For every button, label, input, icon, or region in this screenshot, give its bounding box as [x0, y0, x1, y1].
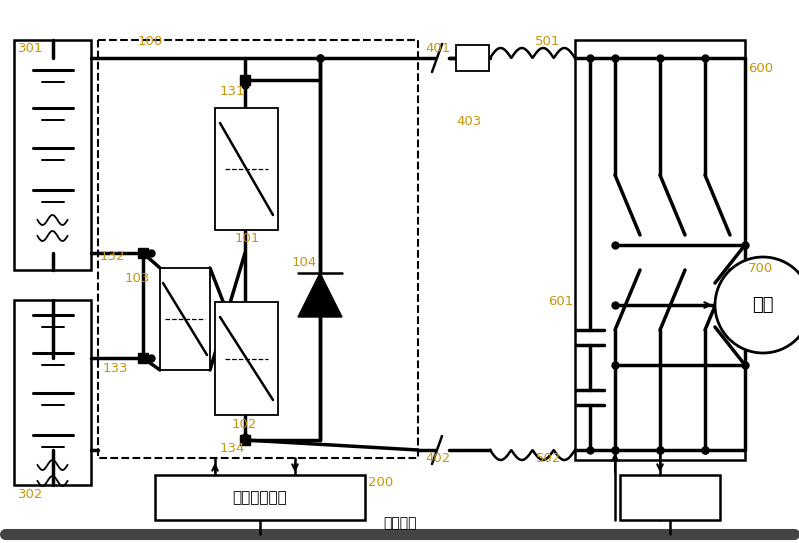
Text: 104: 104	[292, 256, 317, 269]
Text: 200: 200	[368, 476, 393, 489]
Text: 600: 600	[748, 62, 773, 75]
Bar	[456, 45, 489, 71]
Bar	[98, 40, 418, 458]
Text: 502: 502	[536, 452, 562, 465]
Bar	[14, 40, 91, 270]
Text: 302: 302	[18, 488, 43, 501]
Text: 控制电路单元: 控制电路单元	[233, 490, 288, 505]
Text: 402: 402	[425, 452, 451, 465]
Polygon shape	[298, 273, 342, 317]
Bar	[215, 302, 278, 415]
Bar	[155, 475, 365, 520]
Text: 100: 100	[138, 35, 163, 48]
Text: 601: 601	[548, 295, 573, 308]
Text: 133: 133	[103, 362, 129, 375]
Text: 403: 403	[456, 115, 481, 128]
Text: 132: 132	[100, 250, 125, 263]
Text: 101: 101	[235, 232, 260, 245]
Circle shape	[715, 257, 799, 353]
Bar	[620, 475, 720, 520]
Bar	[575, 40, 745, 460]
Text: 401: 401	[425, 42, 451, 55]
Text: 通信总线: 通信总线	[384, 516, 417, 530]
Text: 电机: 电机	[752, 296, 773, 314]
Text: 501: 501	[535, 35, 560, 48]
Text: 102: 102	[232, 418, 257, 431]
Text: 103: 103	[125, 272, 150, 285]
Text: 301: 301	[18, 42, 43, 55]
Text: 131: 131	[220, 85, 245, 98]
Text: 700: 700	[748, 262, 773, 275]
Bar	[14, 300, 91, 485]
Bar	[160, 268, 210, 370]
Text: 134: 134	[220, 442, 245, 455]
Bar	[215, 108, 278, 230]
